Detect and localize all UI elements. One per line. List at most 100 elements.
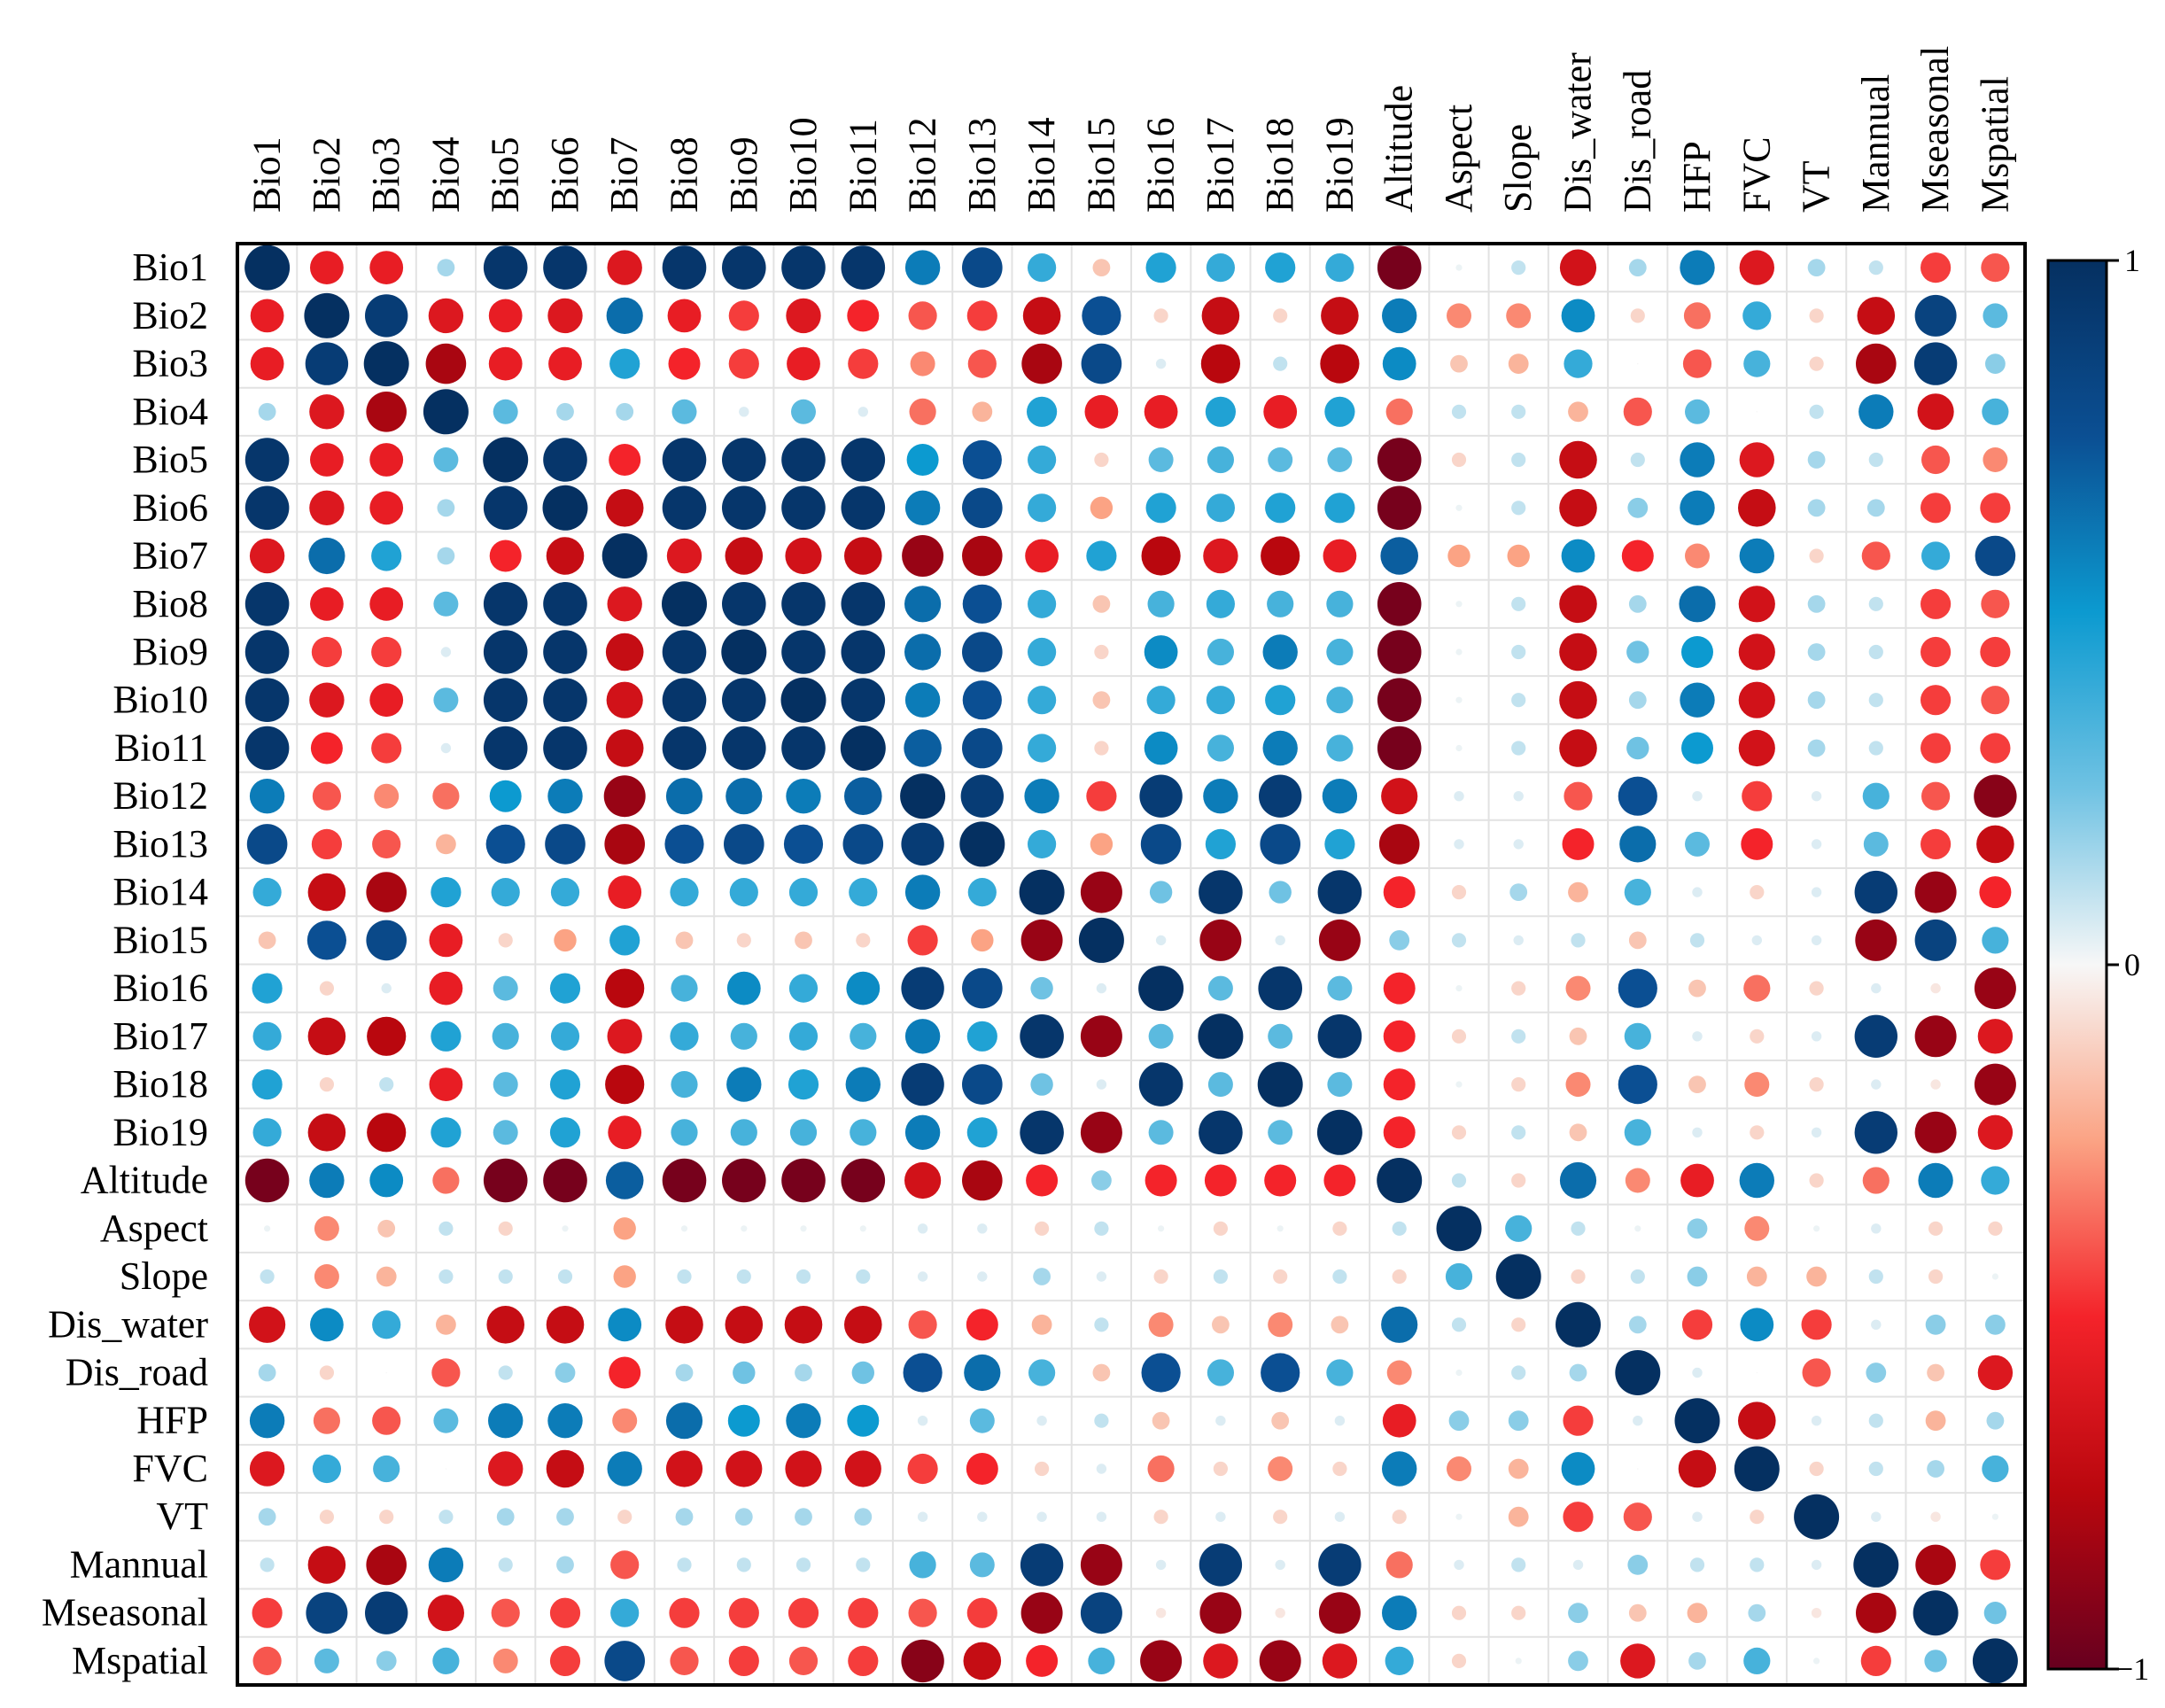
corr-circle-Bio15-Bio11 <box>856 933 871 948</box>
corr-circle-Aspect-Bio19 <box>1332 1221 1347 1236</box>
corr-circle-VT-Aspect <box>1455 1513 1463 1520</box>
corr-circle-Bio4-Aspect <box>1451 404 1467 419</box>
corr-circle-Bio3-Bio12 <box>910 351 935 377</box>
corr-circle-Mspatial-Bio17 <box>1203 1643 1238 1679</box>
corr-circle-Bio12-Bio4 <box>432 782 460 810</box>
corr-circle-Bio10-Bio2 <box>309 682 345 718</box>
corr-circle-Bio1-Bio2 <box>310 251 344 284</box>
corr-circle-Bio5-Bio7 <box>609 444 641 476</box>
corr-circle-Bio3-Bio16 <box>1155 358 1167 369</box>
corr-circle-Bio18-Bio2 <box>319 1077 334 1092</box>
corr-circle-Dis_water-Bio19 <box>1331 1316 1349 1334</box>
corr-circle-Bio12-Dis_water <box>1564 781 1593 811</box>
corr-circle-Slope-Bio11 <box>856 1269 871 1285</box>
corr-circle-Bio7-Bio13 <box>962 535 1003 577</box>
corr-circle-Bio3-Aspect <box>1450 354 1468 373</box>
corr-circle-Bio12-Bio1 <box>249 779 285 814</box>
corr-circle-Slope-VT <box>1806 1266 1827 1287</box>
corr-circle-Bio3-Bio19 <box>1320 344 1360 384</box>
corr-circle-Bio6-Bio16 <box>1145 493 1176 524</box>
corr-circle-Bio12-Bio10 <box>786 779 821 814</box>
corr-circle-Bio9-Bio18 <box>1262 634 1298 670</box>
corr-circle-Dis_road-Dis_water <box>1569 1363 1587 1382</box>
corr-circle-Bio14-FVC <box>1750 885 1765 900</box>
corr-circle-Bio13-Mseasonal <box>1921 828 1952 860</box>
corr-circle-Bio8-Bio18 <box>1267 590 1294 617</box>
corr-circle-Altitude-Dis_road <box>1625 1168 1650 1193</box>
corr-circle-Bio4-Altitude <box>1385 398 1413 425</box>
corr-circle-Bio16-Slope <box>1511 981 1526 996</box>
corr-circle-Bio5-Bio13 <box>962 439 1002 480</box>
corr-circle-Bio1-Bio11 <box>841 245 886 290</box>
corr-circle-Altitude-FVC <box>1739 1162 1775 1199</box>
corr-circle-Bio16-Altitude <box>1383 972 1416 1005</box>
column-label-vt: VT <box>1795 160 1838 213</box>
corr-circle-FVC-VT <box>1809 1461 1824 1477</box>
corr-circle-Bio18-Bio7 <box>605 1065 645 1105</box>
corr-circle-Aspect-HFP <box>1687 1218 1708 1239</box>
corr-circle-Slope-Bio13 <box>977 1271 988 1282</box>
corr-circle-Bio14-Mseasonal <box>1914 871 1957 913</box>
corr-circle-Altitude-Mseasonal <box>1918 1162 1953 1199</box>
corr-circle-HFP-Bio11 <box>847 1404 880 1437</box>
corr-circle-Dis_road-Bio17 <box>1207 1359 1234 1386</box>
corr-circle-Bio9-Bio1 <box>244 630 290 674</box>
corr-circle-HFP-Bio17 <box>1215 1416 1226 1426</box>
corr-circle-Bio13-Bio6 <box>545 824 586 865</box>
corr-circle-Bio15-Bio7 <box>609 925 640 956</box>
corr-circle-Bio5-Bio2 <box>310 443 344 477</box>
corr-circle-Mspatial-Bio11 <box>848 1645 879 1676</box>
corr-circle-Altitude-Bio5 <box>483 1158 528 1203</box>
corr-circle-FVC-Mspatial <box>1982 1455 2009 1483</box>
corr-circle-Altitude-Bio4 <box>432 1167 460 1194</box>
column-label-dis_road: Dis_road <box>1616 70 1659 213</box>
corr-circle-Aspect-Bio3 <box>377 1219 396 1238</box>
corr-circle-Mannual-Bio13 <box>969 1552 995 1578</box>
corr-circle-Bio10-VT <box>1807 691 1826 710</box>
corr-circle-Bio10-Dis_water <box>1559 680 1597 719</box>
corr-circle-Bio11-FVC <box>1738 729 1775 767</box>
corr-circle-Bio13-FVC <box>1741 827 1773 860</box>
corr-circle-Bio2-VT <box>1809 308 1824 323</box>
corr-circle-Bio10-Bio10 <box>780 677 826 723</box>
corr-circle-Mannual-Bio11 <box>856 1557 871 1572</box>
corr-circle-Bio15-Bio4 <box>429 923 463 958</box>
corr-circle-Bio8-Mseasonal <box>1921 588 1952 619</box>
corr-circle-Mspatial-Bio3 <box>376 1650 397 1672</box>
corr-circle-Aspect-Bio13 <box>977 1223 988 1234</box>
corr-circle-FVC-Bio13 <box>966 1453 998 1485</box>
corr-circle-Bio4-Bio1 <box>258 402 276 421</box>
corr-circle-Bio7-Bio18 <box>1261 536 1300 576</box>
corr-circle-HFP-Bio10 <box>786 1403 821 1439</box>
corr-circle-Mseasonal-Bio14 <box>1020 1592 1063 1634</box>
corr-circle-VT-Bio18 <box>1273 1510 1288 1525</box>
corr-circle-Bio7-Mannual <box>1861 541 1890 571</box>
corr-circle-Bio14-Bio12 <box>904 874 941 910</box>
corr-circle-Bio7-Bio17 <box>1203 538 1238 574</box>
corr-circle-Mspatial-Bio19 <box>1322 1643 1358 1679</box>
column-label-hfp: HFP <box>1675 141 1719 213</box>
corr-circle-Bio6-Bio7 <box>605 489 644 527</box>
column-label-mannual: Mannual <box>1854 74 1897 213</box>
corr-circle-Bio1-Bio3 <box>369 251 404 284</box>
corr-circle-Bio9-Bio9 <box>721 629 767 675</box>
corr-circle-Bio19-Bio17 <box>1199 1110 1243 1155</box>
corr-circle-Aspect-Bio18 <box>1276 1225 1284 1232</box>
row-label-bio10: Bio10 <box>113 678 208 721</box>
corr-circle-Bio9-Mseasonal <box>1921 636 1952 668</box>
corr-circle-Bio13-Bio5 <box>485 824 525 865</box>
corr-circle-Bio16-Bio6 <box>549 973 581 1004</box>
corr-circle-Bio9-Bio15 <box>1094 644 1109 660</box>
corr-circle-Bio1-Bio7 <box>607 250 642 285</box>
corr-circle-Aspect-Mseasonal <box>1928 1221 1944 1236</box>
corr-circle-FVC-Dis_water <box>1561 1452 1595 1486</box>
corr-circle-Bio15-Slope <box>1513 935 1524 946</box>
corr-circle-Slope-Bio5 <box>498 1269 513 1285</box>
corr-circle-Bio18-Bio14 <box>1030 1073 1053 1096</box>
corr-circle-Dis_water-VT <box>1801 1309 1832 1340</box>
corr-circle-Bio6-Bio6 <box>542 485 588 531</box>
corr-circle-Bio11-Bio14 <box>1028 734 1057 763</box>
corr-circle-Bio8-Mspatial <box>1981 589 2010 618</box>
corr-circle-Dis_water-Bio11 <box>844 1306 882 1344</box>
